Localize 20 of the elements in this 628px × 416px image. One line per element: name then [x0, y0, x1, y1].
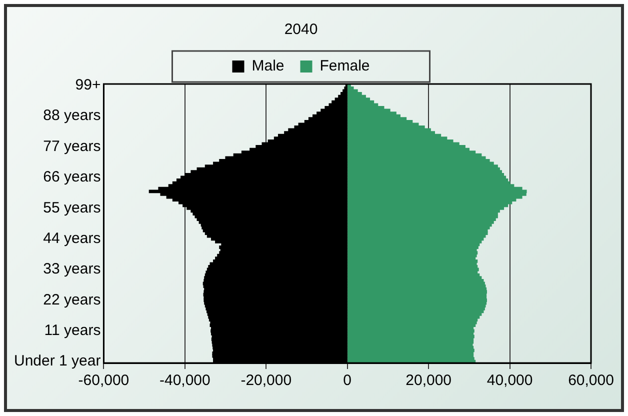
- x-tick-label: 40,000: [486, 372, 533, 390]
- x-tick-label: 60,000: [568, 372, 614, 390]
- y-tick-label: 66 years: [43, 168, 101, 186]
- y-tick-label: 11 years: [44, 322, 101, 340]
- x-tick-label: -20,000: [240, 372, 292, 390]
- y-tick-label: 22 years: [43, 291, 101, 308]
- chart-title: 2040: [284, 21, 318, 38]
- y-tick-label: 33 years: [43, 260, 101, 278]
- legend-label: Female: [320, 58, 370, 75]
- y-tick-label: 88 years: [43, 107, 101, 124]
- x-tick-label: 20,000: [406, 372, 452, 390]
- x-tick-label: 0: [343, 372, 352, 390]
- legend-label: Male: [252, 58, 284, 75]
- y-tick-label: 99+: [75, 76, 101, 94]
- y-tick-label: 55 years: [43, 199, 101, 216]
- y-tick-label: 77 years: [43, 138, 101, 155]
- x-tick-label: -60,000: [78, 372, 130, 390]
- y-tick-label: 44 years: [43, 230, 101, 247]
- x-tick-label: -40,000: [159, 372, 210, 390]
- y-tick-label: Under 1 year: [14, 352, 101, 370]
